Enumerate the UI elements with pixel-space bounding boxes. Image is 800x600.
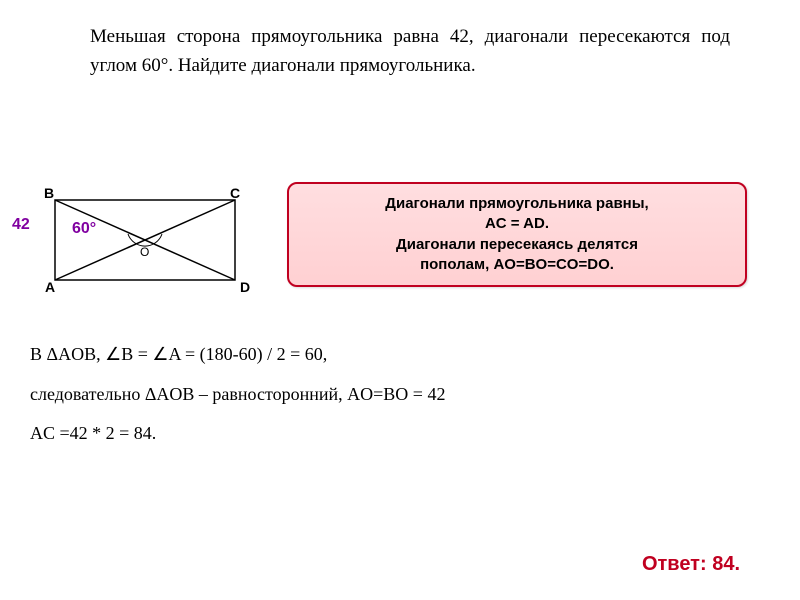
vertex-c-label: C [230, 185, 240, 201]
theorem-line3: Диагонали пересекаясь делятся [396, 236, 638, 253]
vertex-o-label: O [140, 245, 149, 259]
vertex-b-label: B [44, 185, 54, 201]
problem-statement: Меньшая сторона прямоугольника равна 42,… [90, 22, 730, 81]
theorem-line2: AC = AD. [485, 215, 549, 232]
side-length-label: 42 [12, 216, 30, 234]
theorem-line1: Диагонали прямоугольника равны, [385, 195, 648, 212]
solution-line3: AC =42 * 2 = 84. [30, 414, 445, 454]
answer-text: Ответ: 84. [642, 553, 740, 576]
theorem-line4: пополам, AO=BO=CO=DO. [420, 256, 614, 273]
vertex-a-label: A [45, 279, 55, 295]
solution-line1: В ΔAOB, ∠B = ∠A = (180-60) / 2 = 60, [30, 335, 445, 375]
solution-steps: В ΔAOB, ∠B = ∠A = (180-60) / 2 = 60, сле… [30, 335, 445, 454]
rectangle-diagram: A B C D O [10, 175, 270, 315]
theorem-callout: Диагонали прямоугольника равны, AC = AD.… [287, 182, 747, 287]
solution-line2: следовательно ΔAOB – равносторонний, AO=… [30, 375, 445, 415]
angle-label: 60° [72, 220, 96, 238]
vertex-d-label: D [240, 279, 250, 295]
